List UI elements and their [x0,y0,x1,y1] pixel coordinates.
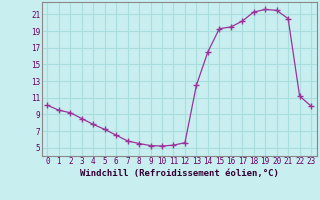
X-axis label: Windchill (Refroidissement éolien,°C): Windchill (Refroidissement éolien,°C) [80,169,279,178]
